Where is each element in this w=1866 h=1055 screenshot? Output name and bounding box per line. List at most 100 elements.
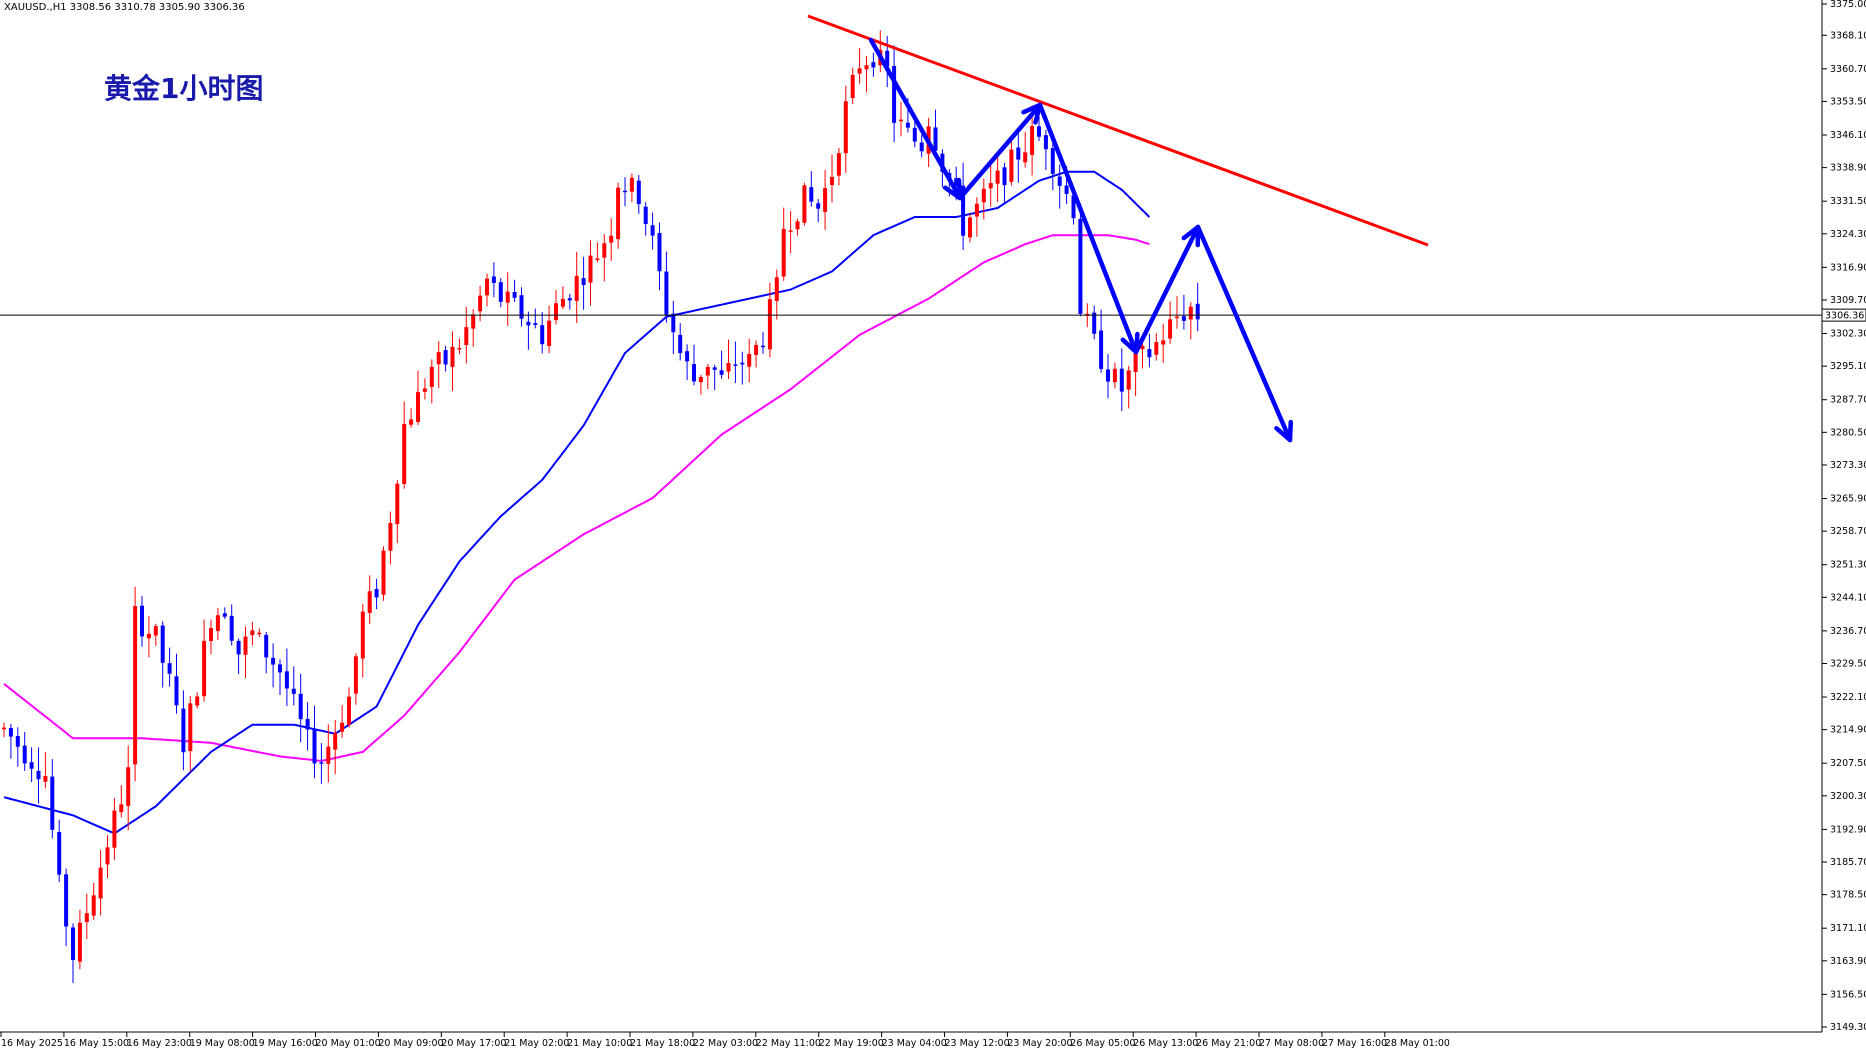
- price-tick-label: 3251.30: [1830, 560, 1866, 571]
- candle-body: [2, 727, 6, 730]
- candle-body: [712, 367, 717, 370]
- candle-body: [567, 298, 572, 301]
- candle-body: [954, 178, 959, 187]
- time-tick-label: 20 May 01:00: [316, 1038, 381, 1049]
- price-tick-label: 3309.70: [1830, 295, 1866, 306]
- candle-body: [22, 745, 27, 764]
- candle-body: [1161, 340, 1166, 345]
- candle-body: [850, 74, 855, 99]
- candle-body: [36, 770, 41, 780]
- candle-body: [91, 895, 96, 916]
- price-tick-label: 3331.50: [1830, 196, 1866, 207]
- candle-body: [892, 66, 897, 123]
- time-tick-label: 23 May 12:00: [945, 1038, 1010, 1049]
- candle-body: [374, 588, 379, 598]
- candle-body: [657, 232, 662, 272]
- candle-body: [981, 188, 986, 203]
- candle-body: [836, 153, 841, 176]
- price-ticks: 3375.00 3368.10 3360.70 3353.50 3346.10 3338.…: [1822, 0, 1866, 1033]
- candle-body: [326, 746, 331, 764]
- time-tick-label: 20 May 09:00: [378, 1038, 443, 1049]
- candle-body: [29, 762, 34, 769]
- candle-body: [1064, 185, 1069, 194]
- candle-body: [519, 295, 524, 319]
- candle-body: [802, 185, 807, 223]
- candle-body: [816, 203, 821, 209]
- candle-body: [1043, 135, 1048, 150]
- time-tick-label: 26 May 05:00: [1070, 1038, 1135, 1049]
- candle-body: [754, 344, 759, 356]
- time-tick-label: 19 May 08:00: [190, 1038, 255, 1049]
- price-tick-label: 3273.30: [1830, 460, 1866, 471]
- candle-body: [698, 377, 703, 383]
- candle-body: [685, 351, 690, 362]
- candle-body: [243, 636, 248, 655]
- candle-body: [105, 847, 110, 865]
- current-price-label: 3306.36: [1821, 308, 1866, 322]
- candle-body: [968, 217, 972, 238]
- price-tick-label: 3302.30: [1830, 329, 1866, 340]
- price-tick-label: 3346.10: [1830, 130, 1866, 141]
- candle-body: [1050, 148, 1055, 174]
- candle-body: [588, 255, 593, 283]
- candle-body: [1154, 342, 1159, 355]
- candle-body: [547, 320, 552, 346]
- candle-body: [64, 874, 69, 927]
- candle-body: [719, 370, 724, 375]
- candle-body: [1133, 350, 1138, 372]
- price-tick-label: 3236.70: [1830, 626, 1866, 637]
- candle-body: [1023, 152, 1028, 163]
- candle-body: [395, 483, 400, 525]
- candle-body: [1078, 218, 1083, 314]
- price-tick-label: 3375.00: [1830, 0, 1866, 10]
- candle-body: [809, 187, 814, 202]
- candle-body: [1140, 345, 1145, 350]
- candle-body: [457, 347, 462, 350]
- candle-body: [98, 867, 103, 899]
- time-tick-label: 16 May 23:00: [127, 1038, 192, 1049]
- candle-body: [229, 615, 234, 641]
- candle-body: [1181, 316, 1186, 321]
- candle-body: [961, 185, 966, 236]
- candle-body: [1071, 195, 1076, 219]
- candle-body: [1168, 319, 1173, 339]
- arrow-segment: [1133, 224, 1201, 355]
- candle-body: [250, 630, 255, 636]
- candle-body: [581, 278, 586, 285]
- candle-body: [1147, 349, 1152, 358]
- candle-body: [988, 182, 993, 189]
- candle-body: [15, 735, 20, 747]
- candle-body: [533, 323, 538, 325]
- candle-body: [119, 804, 124, 813]
- candle-body: [50, 776, 55, 830]
- candle-body: [146, 633, 151, 639]
- candle-body: [43, 776, 48, 782]
- candle-body: [899, 119, 903, 122]
- candle-body: [1106, 369, 1110, 382]
- candle-body: [112, 810, 117, 848]
- candle-body: [747, 354, 752, 367]
- candle-body: [202, 640, 207, 697]
- candle-body: [905, 122, 910, 128]
- candle-body: [271, 657, 276, 665]
- time-tick-label: 27 May 08:00: [1259, 1038, 1324, 1049]
- candle-body: [1188, 306, 1193, 320]
- price-tick-label: 3163.90: [1830, 956, 1866, 967]
- candle-body: [8, 727, 13, 737]
- time-tick-label: 27 May 16:00: [1322, 1038, 1387, 1049]
- candle-body: [71, 927, 75, 960]
- candle-body: [381, 550, 386, 595]
- candle-body: [1009, 149, 1014, 182]
- candle-body: [795, 221, 800, 230]
- candle-body: [616, 187, 621, 240]
- candle-body: [823, 188, 828, 212]
- time-tick-label: 21 May 10:00: [567, 1038, 632, 1049]
- candle-body: [388, 522, 393, 551]
- plot-background: [0, 0, 1822, 1032]
- price-tick-label: 3287.70: [1830, 395, 1866, 406]
- candle-body: [471, 314, 476, 329]
- candle-body: [195, 696, 200, 706]
- candles: [2, 30, 1200, 984]
- candle-body: [650, 225, 655, 236]
- candle-body: [830, 177, 834, 186]
